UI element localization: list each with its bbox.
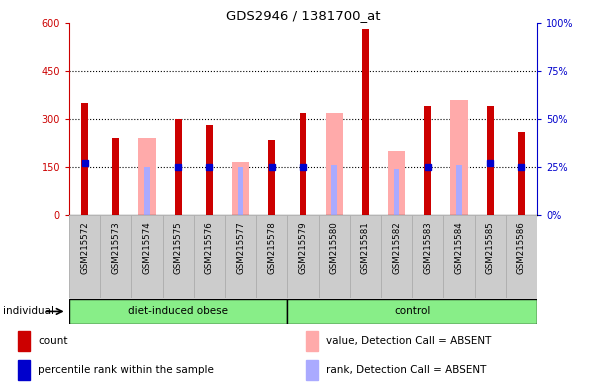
Bar — [381, 215, 412, 298]
Bar — [287, 215, 319, 298]
Bar — [139, 138, 155, 215]
Bar — [506, 215, 537, 298]
Bar — [456, 165, 462, 215]
Bar — [388, 151, 405, 215]
Bar — [144, 167, 150, 215]
Bar — [268, 140, 275, 215]
Bar — [443, 215, 475, 298]
Text: GSM215579: GSM215579 — [299, 222, 308, 274]
Bar — [451, 100, 467, 215]
Bar — [175, 119, 182, 215]
Bar — [100, 215, 131, 298]
Bar — [18, 360, 31, 380]
Text: GSM215581: GSM215581 — [361, 222, 370, 275]
Bar — [131, 215, 163, 298]
Bar — [206, 126, 213, 215]
Bar — [299, 113, 307, 215]
Bar — [475, 215, 506, 298]
Bar — [238, 167, 244, 215]
Bar — [412, 215, 443, 298]
Text: percentile rank within the sample: percentile rank within the sample — [38, 365, 214, 375]
Bar — [69, 299, 287, 324]
Bar — [319, 215, 350, 298]
Bar — [225, 215, 256, 298]
Text: GSM215585: GSM215585 — [485, 222, 494, 275]
Text: rank, Detection Call = ABSENT: rank, Detection Call = ABSENT — [326, 365, 486, 375]
Bar — [163, 215, 194, 298]
Bar — [18, 331, 31, 351]
Text: GSM215586: GSM215586 — [517, 222, 526, 275]
Bar — [306, 360, 319, 380]
Text: GSM215578: GSM215578 — [267, 222, 276, 275]
Bar — [424, 106, 431, 215]
Bar — [256, 215, 287, 298]
Text: GSM215576: GSM215576 — [205, 222, 214, 275]
Bar — [287, 299, 537, 324]
Bar — [69, 215, 100, 298]
Text: GSM215580: GSM215580 — [330, 222, 338, 275]
Bar — [331, 165, 337, 215]
Bar — [81, 103, 88, 215]
Text: GSM215583: GSM215583 — [424, 222, 432, 275]
Bar — [487, 106, 494, 215]
Bar — [350, 215, 381, 298]
Bar — [518, 132, 525, 215]
Text: GSM215582: GSM215582 — [392, 222, 401, 275]
Bar — [112, 138, 119, 215]
Text: value, Detection Call = ABSENT: value, Detection Call = ABSENT — [326, 336, 491, 346]
Bar — [362, 30, 369, 215]
Text: GSM215573: GSM215573 — [112, 222, 120, 275]
Text: GSM215574: GSM215574 — [143, 222, 151, 275]
Text: individual: individual — [3, 306, 54, 316]
Text: diet-induced obese: diet-induced obese — [128, 306, 228, 316]
Text: GSM215575: GSM215575 — [174, 222, 182, 275]
Text: control: control — [394, 306, 430, 316]
Bar — [232, 162, 249, 215]
Bar — [194, 215, 225, 298]
Bar — [326, 113, 343, 215]
Text: GSM215584: GSM215584 — [455, 222, 464, 275]
Bar — [306, 331, 319, 351]
Text: GSM215577: GSM215577 — [236, 222, 245, 275]
Text: count: count — [38, 336, 67, 346]
Title: GDS2946 / 1381700_at: GDS2946 / 1381700_at — [226, 9, 380, 22]
Bar — [394, 169, 400, 215]
Text: GSM215572: GSM215572 — [80, 222, 89, 275]
